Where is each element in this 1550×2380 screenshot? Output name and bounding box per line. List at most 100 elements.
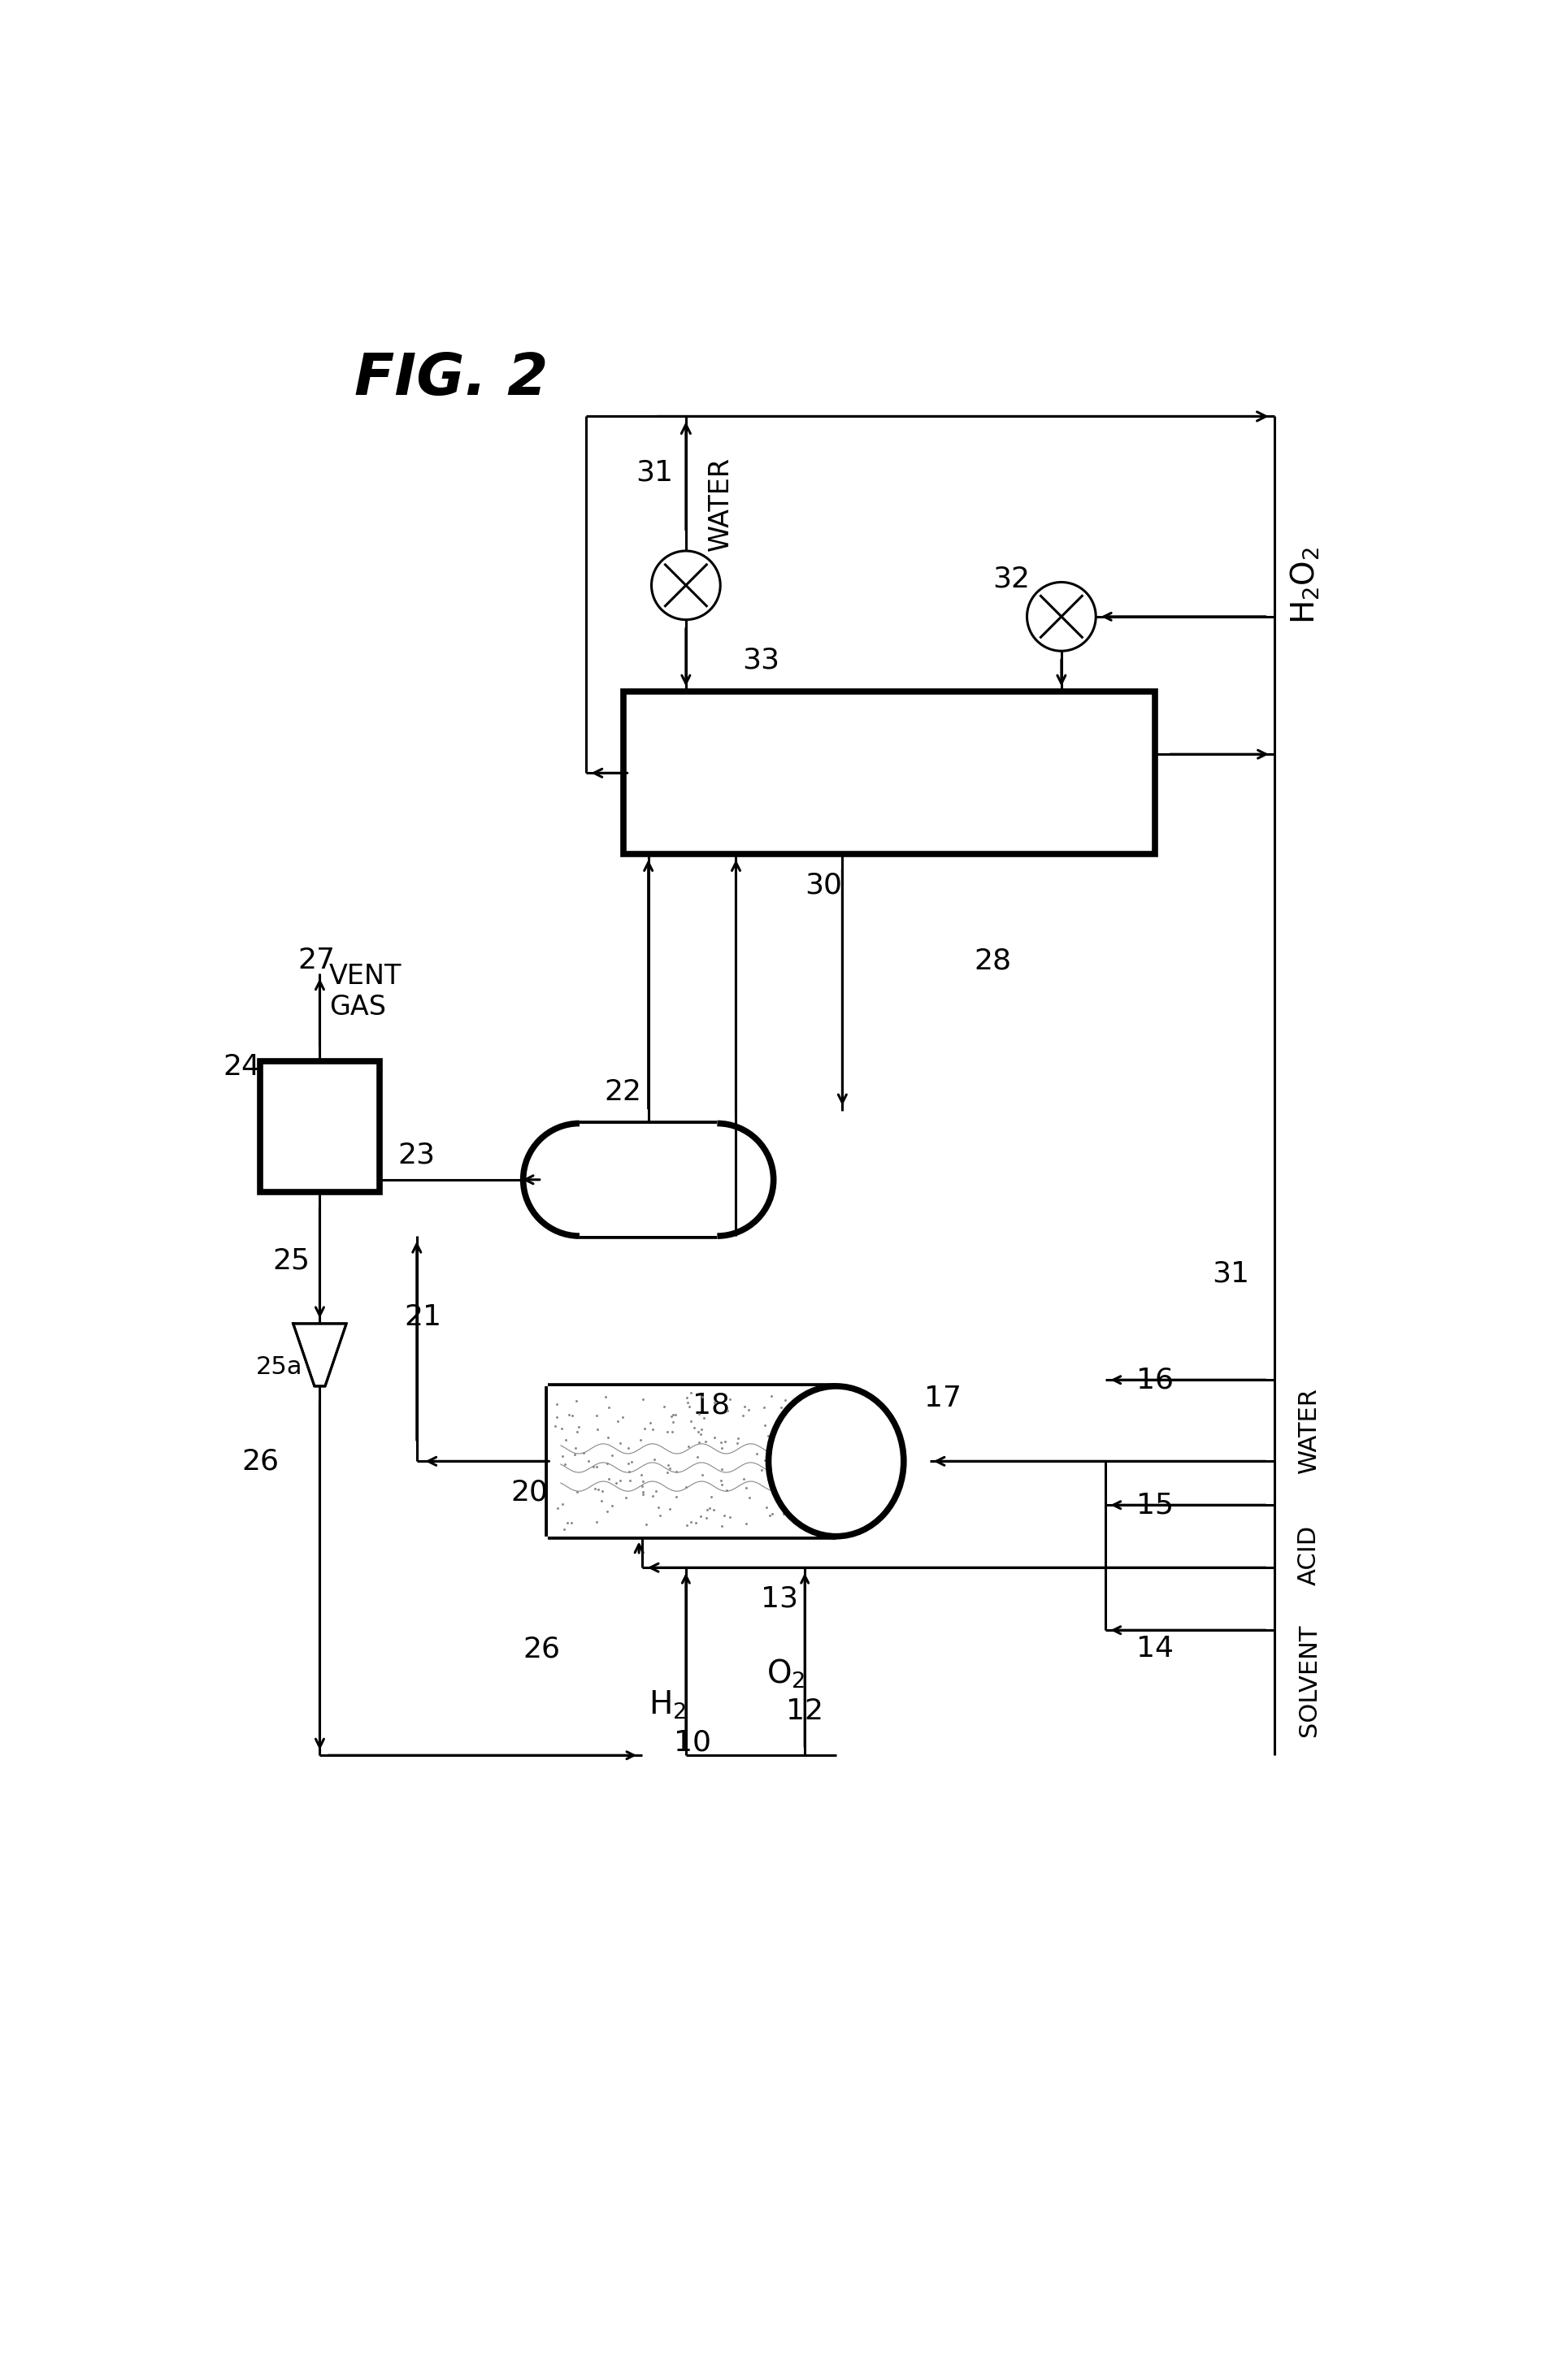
Text: WATER: WATER bbox=[707, 457, 733, 552]
Point bbox=[713, 1423, 738, 1461]
Point bbox=[710, 1507, 735, 1545]
Polygon shape bbox=[293, 1323, 346, 1385]
Point bbox=[791, 1440, 815, 1478]
Bar bbox=[623, 693, 1155, 854]
Point bbox=[648, 1497, 673, 1535]
Text: 25a: 25a bbox=[256, 1357, 302, 1378]
Point bbox=[556, 1395, 581, 1433]
Point bbox=[839, 1407, 863, 1445]
Text: 12: 12 bbox=[786, 1697, 823, 1726]
Point bbox=[713, 1471, 738, 1509]
Point bbox=[687, 1395, 711, 1433]
Point bbox=[787, 1378, 812, 1416]
Point bbox=[812, 1509, 837, 1547]
Point bbox=[618, 1442, 643, 1480]
Text: VENT
GAS: VENT GAS bbox=[329, 964, 401, 1021]
Point bbox=[656, 1447, 680, 1485]
Point bbox=[628, 1457, 653, 1495]
Bar bbox=[580, 1123, 716, 1235]
Point bbox=[643, 1473, 668, 1511]
Point bbox=[552, 1445, 577, 1483]
Point bbox=[716, 1499, 741, 1537]
Point bbox=[583, 1471, 608, 1509]
Point bbox=[809, 1430, 834, 1468]
Point bbox=[651, 1388, 676, 1426]
Point bbox=[752, 1388, 777, 1426]
Point bbox=[544, 1385, 569, 1423]
Point bbox=[676, 1383, 701, 1421]
Point bbox=[663, 1452, 688, 1490]
Point bbox=[859, 1399, 883, 1438]
Point bbox=[789, 1504, 814, 1542]
Point bbox=[595, 1418, 620, 1457]
Text: 10: 10 bbox=[673, 1728, 710, 1756]
Point bbox=[804, 1438, 829, 1476]
Point bbox=[617, 1461, 642, 1499]
Point bbox=[760, 1495, 784, 1533]
Point bbox=[730, 1397, 755, 1435]
Point bbox=[629, 1468, 654, 1507]
Point bbox=[594, 1378, 618, 1416]
Point bbox=[693, 1499, 718, 1537]
Circle shape bbox=[651, 550, 719, 619]
Text: ACID: ACID bbox=[1296, 1526, 1319, 1585]
Point bbox=[811, 1466, 835, 1504]
Point bbox=[600, 1488, 625, 1526]
Point bbox=[715, 1392, 739, 1430]
Point bbox=[572, 1433, 597, 1471]
Point bbox=[730, 1459, 755, 1497]
Point bbox=[849, 1390, 874, 1428]
Point bbox=[566, 1407, 591, 1445]
Text: FIG. 2: FIG. 2 bbox=[353, 350, 547, 407]
Point bbox=[614, 1478, 639, 1516]
Point bbox=[725, 1418, 750, 1457]
Point bbox=[764, 1464, 789, 1502]
Point bbox=[792, 1404, 817, 1442]
Point bbox=[800, 1497, 825, 1535]
Point bbox=[688, 1497, 713, 1535]
Point bbox=[682, 1409, 707, 1447]
Point bbox=[832, 1473, 857, 1511]
Point bbox=[628, 1421, 653, 1459]
Text: 32: 32 bbox=[992, 564, 1029, 593]
Point bbox=[679, 1373, 704, 1411]
Point bbox=[736, 1478, 761, 1516]
Point bbox=[756, 1447, 781, 1485]
Point bbox=[755, 1416, 780, 1454]
Point bbox=[843, 1466, 868, 1504]
Point bbox=[595, 1388, 620, 1426]
Point bbox=[733, 1468, 758, 1507]
Point bbox=[797, 1490, 822, 1528]
Point bbox=[691, 1399, 716, 1438]
Point bbox=[640, 1478, 665, 1516]
Point bbox=[690, 1378, 715, 1416]
Point bbox=[781, 1497, 806, 1535]
Point bbox=[634, 1507, 659, 1545]
Point bbox=[677, 1402, 702, 1440]
Point bbox=[584, 1447, 609, 1485]
Text: 17: 17 bbox=[924, 1385, 961, 1411]
Point bbox=[549, 1438, 574, 1476]
Point bbox=[784, 1388, 809, 1426]
Circle shape bbox=[1026, 583, 1096, 652]
Point bbox=[835, 1376, 860, 1414]
Point bbox=[842, 1478, 866, 1516]
Point bbox=[558, 1504, 583, 1542]
Bar bbox=[260, 1061, 380, 1192]
Text: O$_2$: O$_2$ bbox=[766, 1656, 804, 1690]
Point bbox=[818, 1476, 843, 1514]
Text: 31: 31 bbox=[636, 459, 673, 486]
Point bbox=[752, 1442, 777, 1480]
Point bbox=[589, 1480, 614, 1518]
Point bbox=[660, 1397, 685, 1435]
Text: 28: 28 bbox=[973, 947, 1011, 973]
Point bbox=[733, 1504, 758, 1542]
Point bbox=[854, 1428, 879, 1466]
Point bbox=[642, 1440, 666, 1478]
Point bbox=[772, 1423, 797, 1461]
Point bbox=[842, 1497, 866, 1535]
Text: 24: 24 bbox=[223, 1054, 260, 1081]
Point bbox=[685, 1438, 710, 1476]
Point bbox=[595, 1492, 620, 1530]
Point bbox=[724, 1426, 749, 1464]
